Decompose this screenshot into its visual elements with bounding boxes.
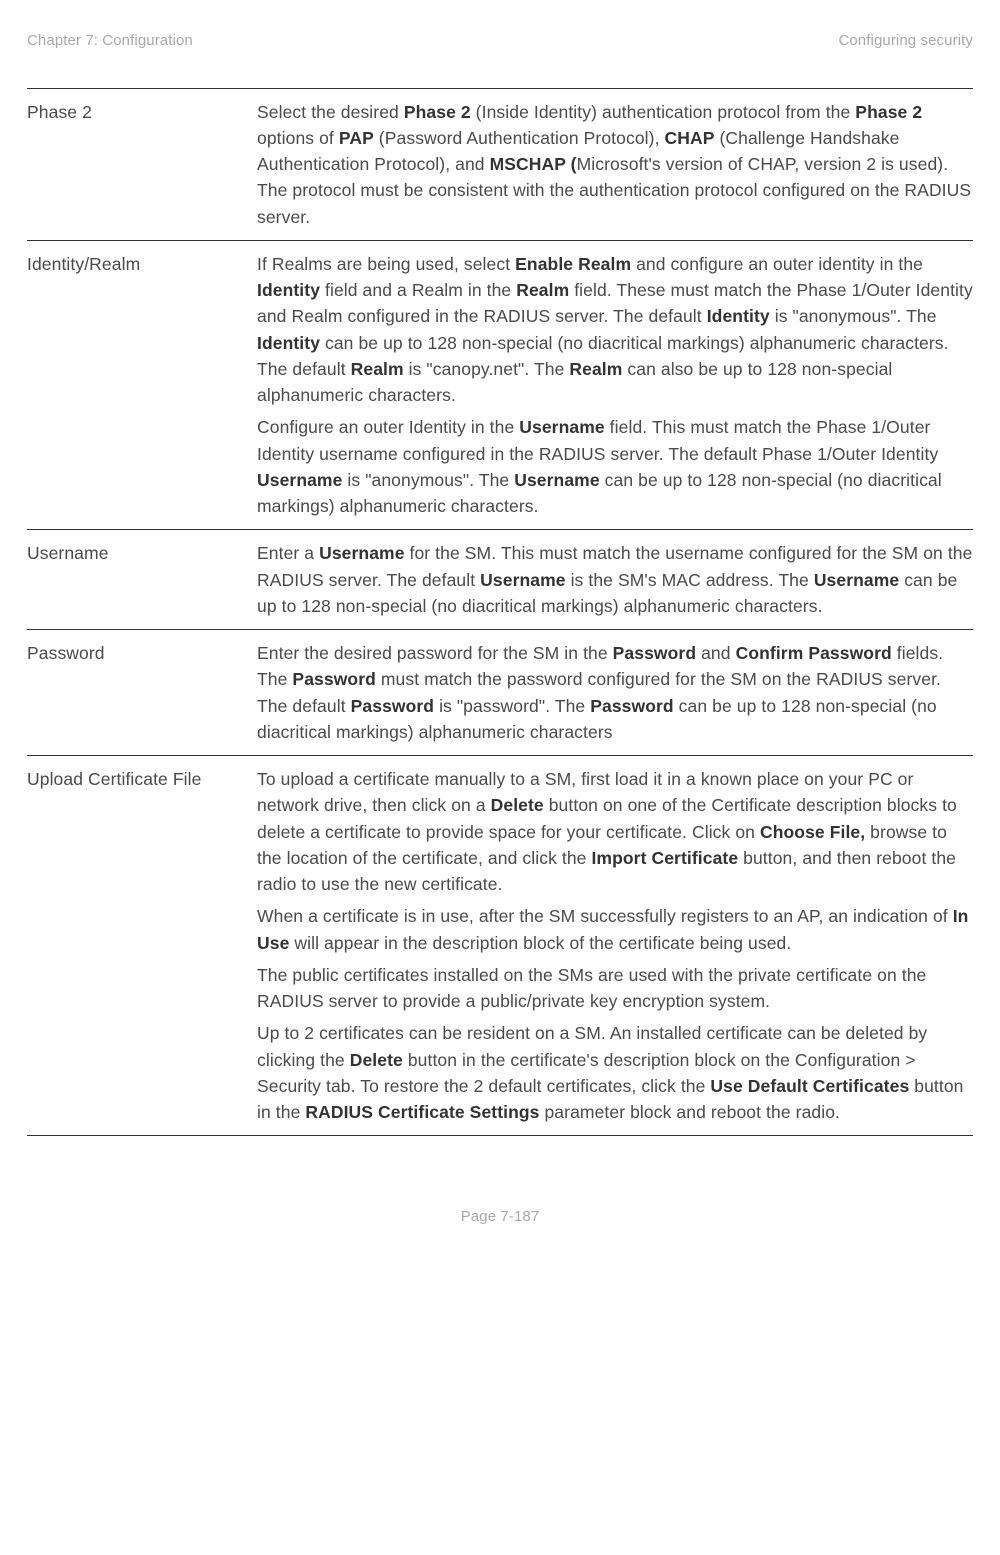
attribute-description: If Realms are being used, select Enable …: [257, 240, 973, 530]
description-paragraph: Enter the desired password for the SM in…: [257, 640, 973, 745]
attribute-description: Select the desired Phase 2 (Inside Ident…: [257, 88, 973, 240]
attribute-label: Identity/Realm: [27, 240, 257, 530]
table-row: Identity/RealmIf Realms are being used, …: [27, 240, 973, 530]
attribute-description: Enter a Username for the SM. This must m…: [257, 530, 973, 630]
header-left: Chapter 7: Configuration: [27, 30, 193, 53]
attribute-label: Password: [27, 630, 257, 756]
description-paragraph: When a certificate is in use, after the …: [257, 903, 973, 956]
attribute-label: Phase 2: [27, 88, 257, 240]
description-paragraph: Configure an outer Identity in the Usern…: [257, 414, 973, 519]
attribute-label: Username: [27, 530, 257, 630]
header-right: Configuring security: [838, 30, 973, 53]
description-paragraph: Select the desired Phase 2 (Inside Ident…: [257, 99, 973, 230]
page-footer: Page 7-187: [27, 1206, 973, 1229]
attribute-label: Upload Certificate File: [27, 756, 257, 1136]
table-row: Upload Certificate FileTo upload a certi…: [27, 756, 973, 1136]
description-paragraph: The public certificates installed on the…: [257, 962, 973, 1015]
page-header: Chapter 7: Configuration Configuring sec…: [27, 30, 973, 53]
description-paragraph: Up to 2 certificates can be resident on …: [257, 1020, 973, 1125]
attribute-description: To upload a certificate manually to a SM…: [257, 756, 973, 1136]
table-row: PasswordEnter the desired password for t…: [27, 630, 973, 756]
description-paragraph: Enter a Username for the SM. This must m…: [257, 540, 973, 619]
attribute-description: Enter the desired password for the SM in…: [257, 630, 973, 756]
description-paragraph: If Realms are being used, select Enable …: [257, 251, 973, 409]
table-row: Phase 2Select the desired Phase 2 (Insid…: [27, 88, 973, 240]
table-row: UsernameEnter a Username for the SM. Thi…: [27, 530, 973, 630]
description-paragraph: To upload a certificate manually to a SM…: [257, 766, 973, 897]
config-table: Phase 2Select the desired Phase 2 (Insid…: [27, 88, 973, 1137]
